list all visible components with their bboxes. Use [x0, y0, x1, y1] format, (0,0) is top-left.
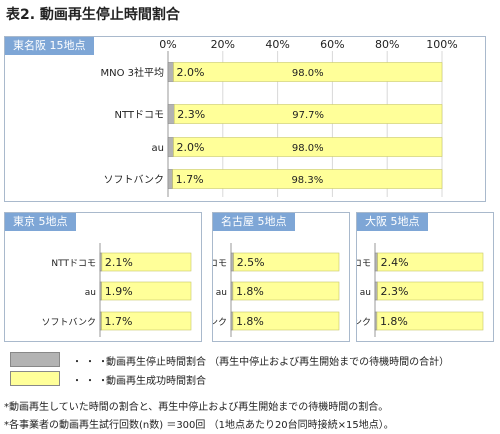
tokyo-category-label: ソフトバンク: [42, 317, 96, 328]
panel-main: 東名阪 15地点 0% 20% 40% 60% 80% 100% MNO 3社平均 2.0% 9…: [4, 36, 486, 202]
main-bar-success: [174, 104, 443, 124]
main-data-label-success: 97.7%: [292, 110, 324, 121]
osaka-bar-stop: [374, 281, 378, 301]
main-data-label-stop: 2.0%: [176, 66, 204, 79]
osaka-bar-success: [377, 252, 484, 272]
main-tick-label: 20%: [211, 38, 235, 51]
nagoya-category-label: ソフトバンク: [213, 317, 227, 328]
main-bar-success: [173, 137, 443, 157]
main-category-label: au: [152, 143, 164, 154]
figure-title: 表2. 動画再生停止時間割合: [6, 7, 180, 23]
panel-osaka-header: 大阪 5地点: [357, 213, 428, 231]
note-1: *動画再生していた時間の割合と、再生中停止および再生開始までの待機時間の割合。: [4, 402, 389, 413]
panel-nagoya: 名古屋 5地点 NTTドコモ 2.5% au 1.8% ソフトバンク 1.8%: [212, 212, 350, 342]
main-tick-label: 40%: [265, 38, 289, 51]
legend-dots-stop: ・・・: [72, 357, 111, 368]
legend-dots-success: ・・・: [72, 376, 111, 387]
main-category-label: MNO 3社平均: [100, 66, 164, 79]
chart-osaka: NTTドコモ 2.4% au 2.3% ソフトバンク 1.8%: [357, 243, 484, 337]
nagoya-data-label-stop: 1.8%: [236, 285, 264, 298]
main-tick-label: 60%: [320, 38, 344, 51]
osaka-data-label-stop: 2.4%: [381, 256, 409, 269]
main-bar-stop: [167, 137, 174, 157]
nagoya-category-label: NTTドコモ: [213, 259, 227, 269]
tokyo-bar-success: [101, 252, 192, 272]
nagoya-bar-stop: [230, 252, 234, 272]
nagoya-bar-success: [233, 252, 340, 272]
main-bar-stop: [167, 62, 174, 82]
nagoya-bar-success: [232, 281, 340, 301]
main-category-label: NTTドコモ: [114, 110, 164, 121]
osaka-data-label-stop: 1.8%: [380, 315, 408, 328]
panel-tokyo-header: 東京 5地点: [5, 213, 76, 231]
main-data-label-success: 98.0%: [292, 68, 324, 79]
chart-main: 0% 20% 40% 60% 80% 100% MNO 3社平均 2.0% 98.0% NTTドコ…: [100, 38, 458, 197]
tokyo-data-label-stop: 2.1%: [105, 256, 133, 269]
panel-tokyo: 東京 5地点 NTTドコモ 2.1% au 1.9% ソフトバンク 1.7%: [4, 212, 202, 342]
main-bar-success: [173, 62, 443, 82]
osaka-category-label: ソフトバンク: [357, 317, 371, 328]
nagoya-data-label-stop: 2.5%: [237, 256, 265, 269]
osaka-bar-stop: [374, 252, 378, 272]
tokyo-data-label-stop: 1.7%: [105, 315, 133, 328]
main-data-label-stop: 1.7%: [176, 173, 204, 186]
osaka-data-label-stop: 2.3%: [380, 285, 408, 298]
note-2: *各事業者の動画再生試行回数(n数) ＝300回 （1地点あたり20台同時接続×…: [4, 420, 394, 431]
tokyo-category-label: au: [85, 288, 96, 298]
main-tick-label: 100%: [426, 38, 457, 51]
legend-label-success: 動画再生成功時間割合: [106, 376, 206, 387]
main-bar-stop: [167, 169, 173, 189]
tokyo-category-label: NTTドコモ: [51, 259, 96, 269]
nagoya-data-label-stop: 1.8%: [236, 315, 264, 328]
main-tick-label: 0%: [159, 38, 176, 51]
osaka-category-label: NTTドコモ: [357, 259, 371, 269]
legend: ・・・ 動画再生停止時間割合 （再生中停止および再生開始までの待機時間の合計） …: [10, 352, 490, 392]
chart-nagoya: NTTドコモ 2.5% au 1.8% ソフトバンク 1.8%: [213, 243, 340, 337]
osaka-bar-success: [377, 281, 484, 301]
main-data-label-success: 98.0%: [292, 143, 324, 154]
panel-osaka: 大阪 5地点 NTTドコモ 2.4% au 2.3% ソフトバンク 1.8%: [356, 212, 494, 342]
osaka-category-label: au: [360, 288, 371, 298]
legend-swatch-stop: [10, 352, 60, 367]
panel-nagoya-header: 名古屋 5地点: [213, 213, 295, 231]
main-bar-success: [172, 169, 443, 189]
main-tick-label: 80%: [375, 38, 399, 51]
tokyo-bar-success: [101, 311, 192, 331]
legend-label-stop: 動画再生停止時間割合 （再生中停止および再生開始までの待機時間の合計）: [106, 357, 450, 368]
main-data-label-stop: 2.0%: [176, 141, 204, 154]
chart-tokyo: NTTドコモ 2.1% au 1.9% ソフトバンク 1.7%: [42, 243, 192, 337]
main-bar-stop: [167, 104, 175, 124]
nagoya-bar-success: [232, 311, 340, 331]
panel-main-header: 東名阪 15地点: [5, 37, 94, 55]
main-data-label-success: 98.3%: [291, 175, 323, 186]
legend-swatch-success: [10, 371, 60, 386]
osaka-bar-success: [376, 311, 484, 331]
main-data-label-stop: 2.3%: [177, 108, 205, 121]
nagoya-category-label: au: [216, 288, 227, 298]
tokyo-bar-success: [101, 281, 192, 301]
main-category-label: ソフトバンク: [104, 174, 165, 186]
tokyo-data-label-stop: 1.9%: [105, 285, 133, 298]
